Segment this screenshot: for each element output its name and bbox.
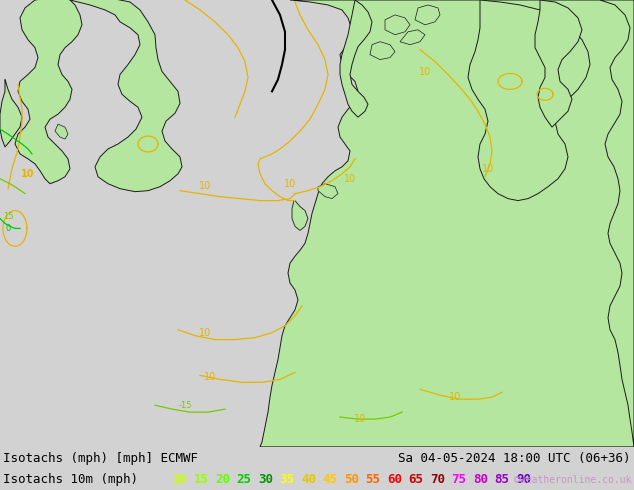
Text: 35: 35 (280, 473, 295, 487)
Text: 65: 65 (408, 473, 424, 487)
Text: 20: 20 (215, 473, 230, 487)
Polygon shape (600, 0, 634, 447)
Polygon shape (318, 184, 338, 198)
Polygon shape (535, 0, 582, 127)
Text: 55: 55 (365, 473, 380, 487)
Polygon shape (0, 79, 22, 147)
Polygon shape (415, 5, 440, 25)
Text: 10: 10 (419, 67, 431, 76)
Polygon shape (385, 15, 410, 35)
Text: 80: 80 (473, 473, 488, 487)
Text: 10: 10 (344, 174, 356, 184)
Text: 75: 75 (451, 473, 467, 487)
Text: 10: 10 (199, 328, 211, 338)
Polygon shape (292, 200, 308, 230)
Text: Isotachs (mph) [mph] ECMWF: Isotachs (mph) [mph] ECMWF (3, 452, 198, 466)
Text: 10: 10 (172, 473, 187, 487)
Text: Sa 04-05-2024 18:00 UTC (06+36): Sa 04-05-2024 18:00 UTC (06+36) (399, 452, 631, 466)
Text: 30: 30 (258, 473, 273, 487)
Text: 10: 10 (204, 372, 216, 382)
Polygon shape (400, 30, 425, 45)
Text: 10: 10 (449, 392, 461, 402)
Text: ©weatheronline.co.uk: ©weatheronline.co.uk (514, 475, 631, 485)
Text: 10: 10 (354, 414, 366, 424)
Text: Isotachs 10m (mph): Isotachs 10m (mph) (3, 473, 138, 487)
Text: 0: 0 (5, 224, 11, 233)
Text: 50: 50 (344, 473, 359, 487)
Polygon shape (15, 0, 82, 184)
Polygon shape (55, 124, 68, 139)
Text: 10: 10 (199, 181, 211, 191)
Text: 15: 15 (3, 212, 13, 221)
Polygon shape (468, 0, 590, 200)
Polygon shape (340, 0, 372, 117)
Polygon shape (370, 42, 395, 60)
Text: 40: 40 (301, 473, 316, 487)
Text: 45: 45 (323, 473, 337, 487)
Text: 15: 15 (193, 473, 209, 487)
Text: 10: 10 (22, 169, 35, 179)
Polygon shape (70, 0, 182, 192)
Polygon shape (260, 0, 634, 447)
Text: -15: -15 (178, 401, 191, 410)
Text: 85: 85 (495, 473, 510, 487)
Text: 10: 10 (482, 164, 494, 174)
Text: 25: 25 (236, 473, 252, 487)
Text: 70: 70 (430, 473, 445, 487)
Text: 90: 90 (516, 473, 531, 487)
Text: 10: 10 (284, 179, 296, 189)
Text: 60: 60 (387, 473, 402, 487)
